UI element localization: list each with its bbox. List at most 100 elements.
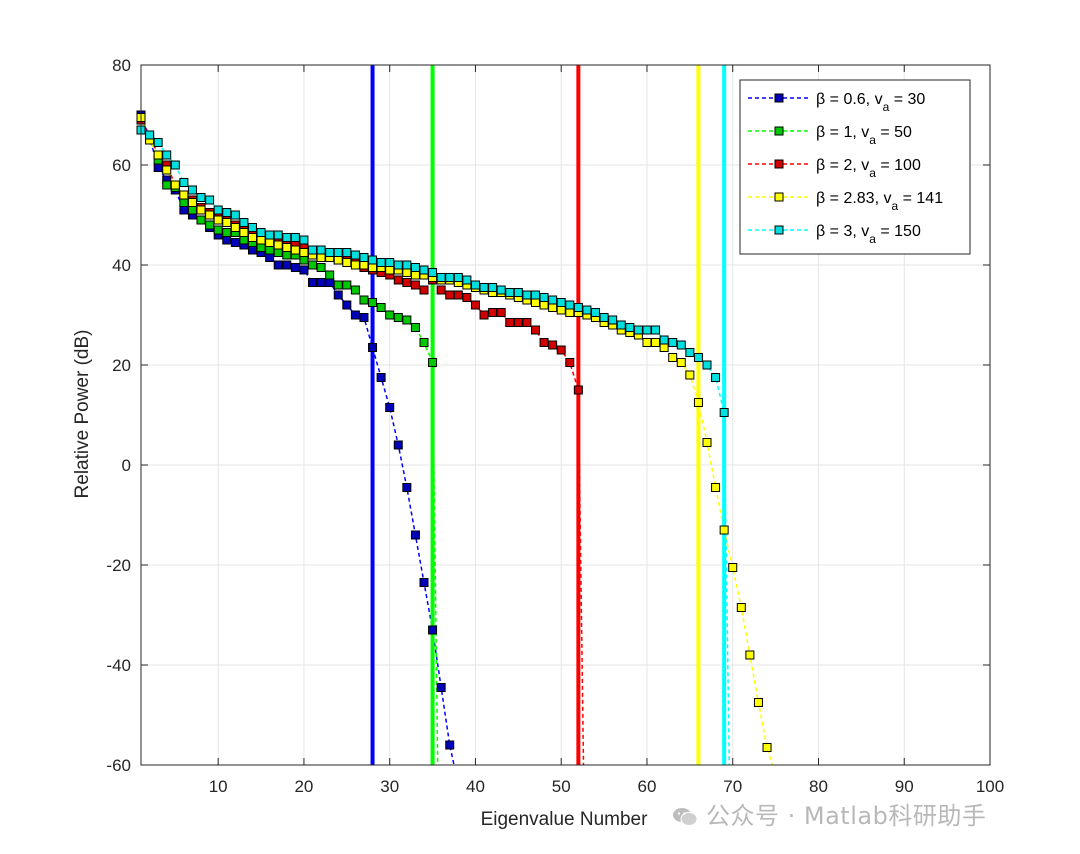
data-point [333, 255, 343, 265]
data-point [402, 260, 412, 270]
data-point [470, 280, 480, 290]
data-point [282, 243, 292, 252]
data-point [762, 743, 772, 752]
data-point [230, 210, 240, 220]
data-point [368, 298, 378, 307]
data-point [273, 260, 283, 270]
data-point [419, 265, 429, 275]
data-point [402, 315, 412, 325]
legend-label: β = 3, va = 150 [816, 223, 921, 246]
data-point [659, 335, 669, 345]
data-point [436, 273, 446, 282]
x-tick-label: 90 [895, 777, 914, 796]
data-point [350, 250, 360, 260]
data-point [239, 228, 249, 237]
data-point [505, 288, 515, 297]
data-point [299, 248, 309, 257]
x-tick-label: 80 [809, 777, 828, 796]
plot-area-border [140, 64, 991, 766]
data-point [522, 290, 532, 300]
data-point [299, 255, 309, 265]
data-point [333, 290, 343, 300]
data-point [342, 248, 352, 257]
data-point [308, 245, 318, 255]
data-point [256, 243, 266, 252]
data-point [222, 218, 232, 227]
data-point [145, 130, 155, 140]
data-point [256, 228, 266, 237]
series-line [140, 114, 455, 766]
x-axis-label: Eigenvalue Number [481, 809, 649, 830]
x-tick-label: 40 [466, 777, 485, 796]
data-point [470, 300, 480, 310]
data-point [368, 343, 378, 352]
data-point [410, 270, 420, 280]
data-point [530, 290, 540, 300]
data-point [290, 263, 300, 272]
data-point [668, 338, 678, 347]
data-point [402, 268, 412, 277]
data-point [350, 260, 360, 270]
y-axis-label: Relative Power (dB) [72, 330, 93, 499]
data-point [428, 268, 438, 277]
y-tick-label: -60 [106, 756, 131, 775]
x-tick-label: 100 [976, 777, 1004, 796]
data-point [539, 293, 549, 302]
data-point [308, 278, 318, 287]
data-point [685, 370, 695, 380]
data-point [436, 683, 446, 692]
x-tick-label: 20 [294, 777, 313, 796]
data-point [247, 223, 257, 232]
data-point [222, 228, 232, 237]
y-tick-label: 20 [112, 356, 131, 375]
data-point [162, 180, 172, 190]
data-point [419, 285, 429, 295]
cutoff-lines [370, 65, 727, 765]
data-point [368, 263, 378, 272]
data-point [385, 310, 395, 320]
axis-ticks: 10 20 30 40 50 60 70 80 90 100 -60 -40 -20 0 20 40 60 80 [106, 56, 1004, 796]
data-point [548, 303, 558, 312]
data-point [162, 150, 172, 160]
data-point [702, 360, 712, 370]
data-point [273, 248, 283, 257]
data-point [256, 235, 266, 245]
data-point [736, 603, 746, 612]
data-point [153, 163, 163, 172]
data-point [342, 258, 352, 267]
data-point [539, 338, 549, 347]
data-point [187, 205, 197, 215]
data-point [342, 280, 352, 290]
data-point [239, 235, 249, 245]
watermark-text: 公众号 · Matlab科研助手 [706, 802, 987, 830]
data-point [402, 483, 412, 492]
data-point [711, 483, 721, 492]
data-point [616, 320, 626, 330]
data-point [299, 265, 309, 275]
legend-label: β = 2.83, va = 141 [816, 190, 943, 213]
data-point [530, 298, 540, 307]
data-point [633, 325, 643, 335]
data-point [445, 290, 455, 300]
data-point [213, 215, 223, 225]
data-point [247, 233, 257, 242]
data-point [239, 218, 249, 227]
data-point [505, 318, 515, 327]
y-tick-label: 0 [122, 456, 131, 475]
data-point [273, 240, 283, 250]
data-point [419, 578, 429, 587]
data-point [573, 303, 583, 312]
data-point [693, 398, 703, 407]
data-point [462, 275, 472, 285]
legend: β = 0.6, va = 30 β = 1, va = 50 β = 2, va … [739, 79, 971, 255]
data-point [539, 300, 549, 310]
data-point [556, 345, 566, 355]
data-point [419, 338, 429, 347]
data-point [153, 150, 163, 160]
y-tick-label: -40 [106, 656, 131, 675]
y-tick-label: 80 [112, 56, 131, 75]
data-point [410, 263, 420, 272]
data-point [728, 563, 738, 572]
data-point [513, 318, 523, 327]
data-point [719, 525, 729, 535]
